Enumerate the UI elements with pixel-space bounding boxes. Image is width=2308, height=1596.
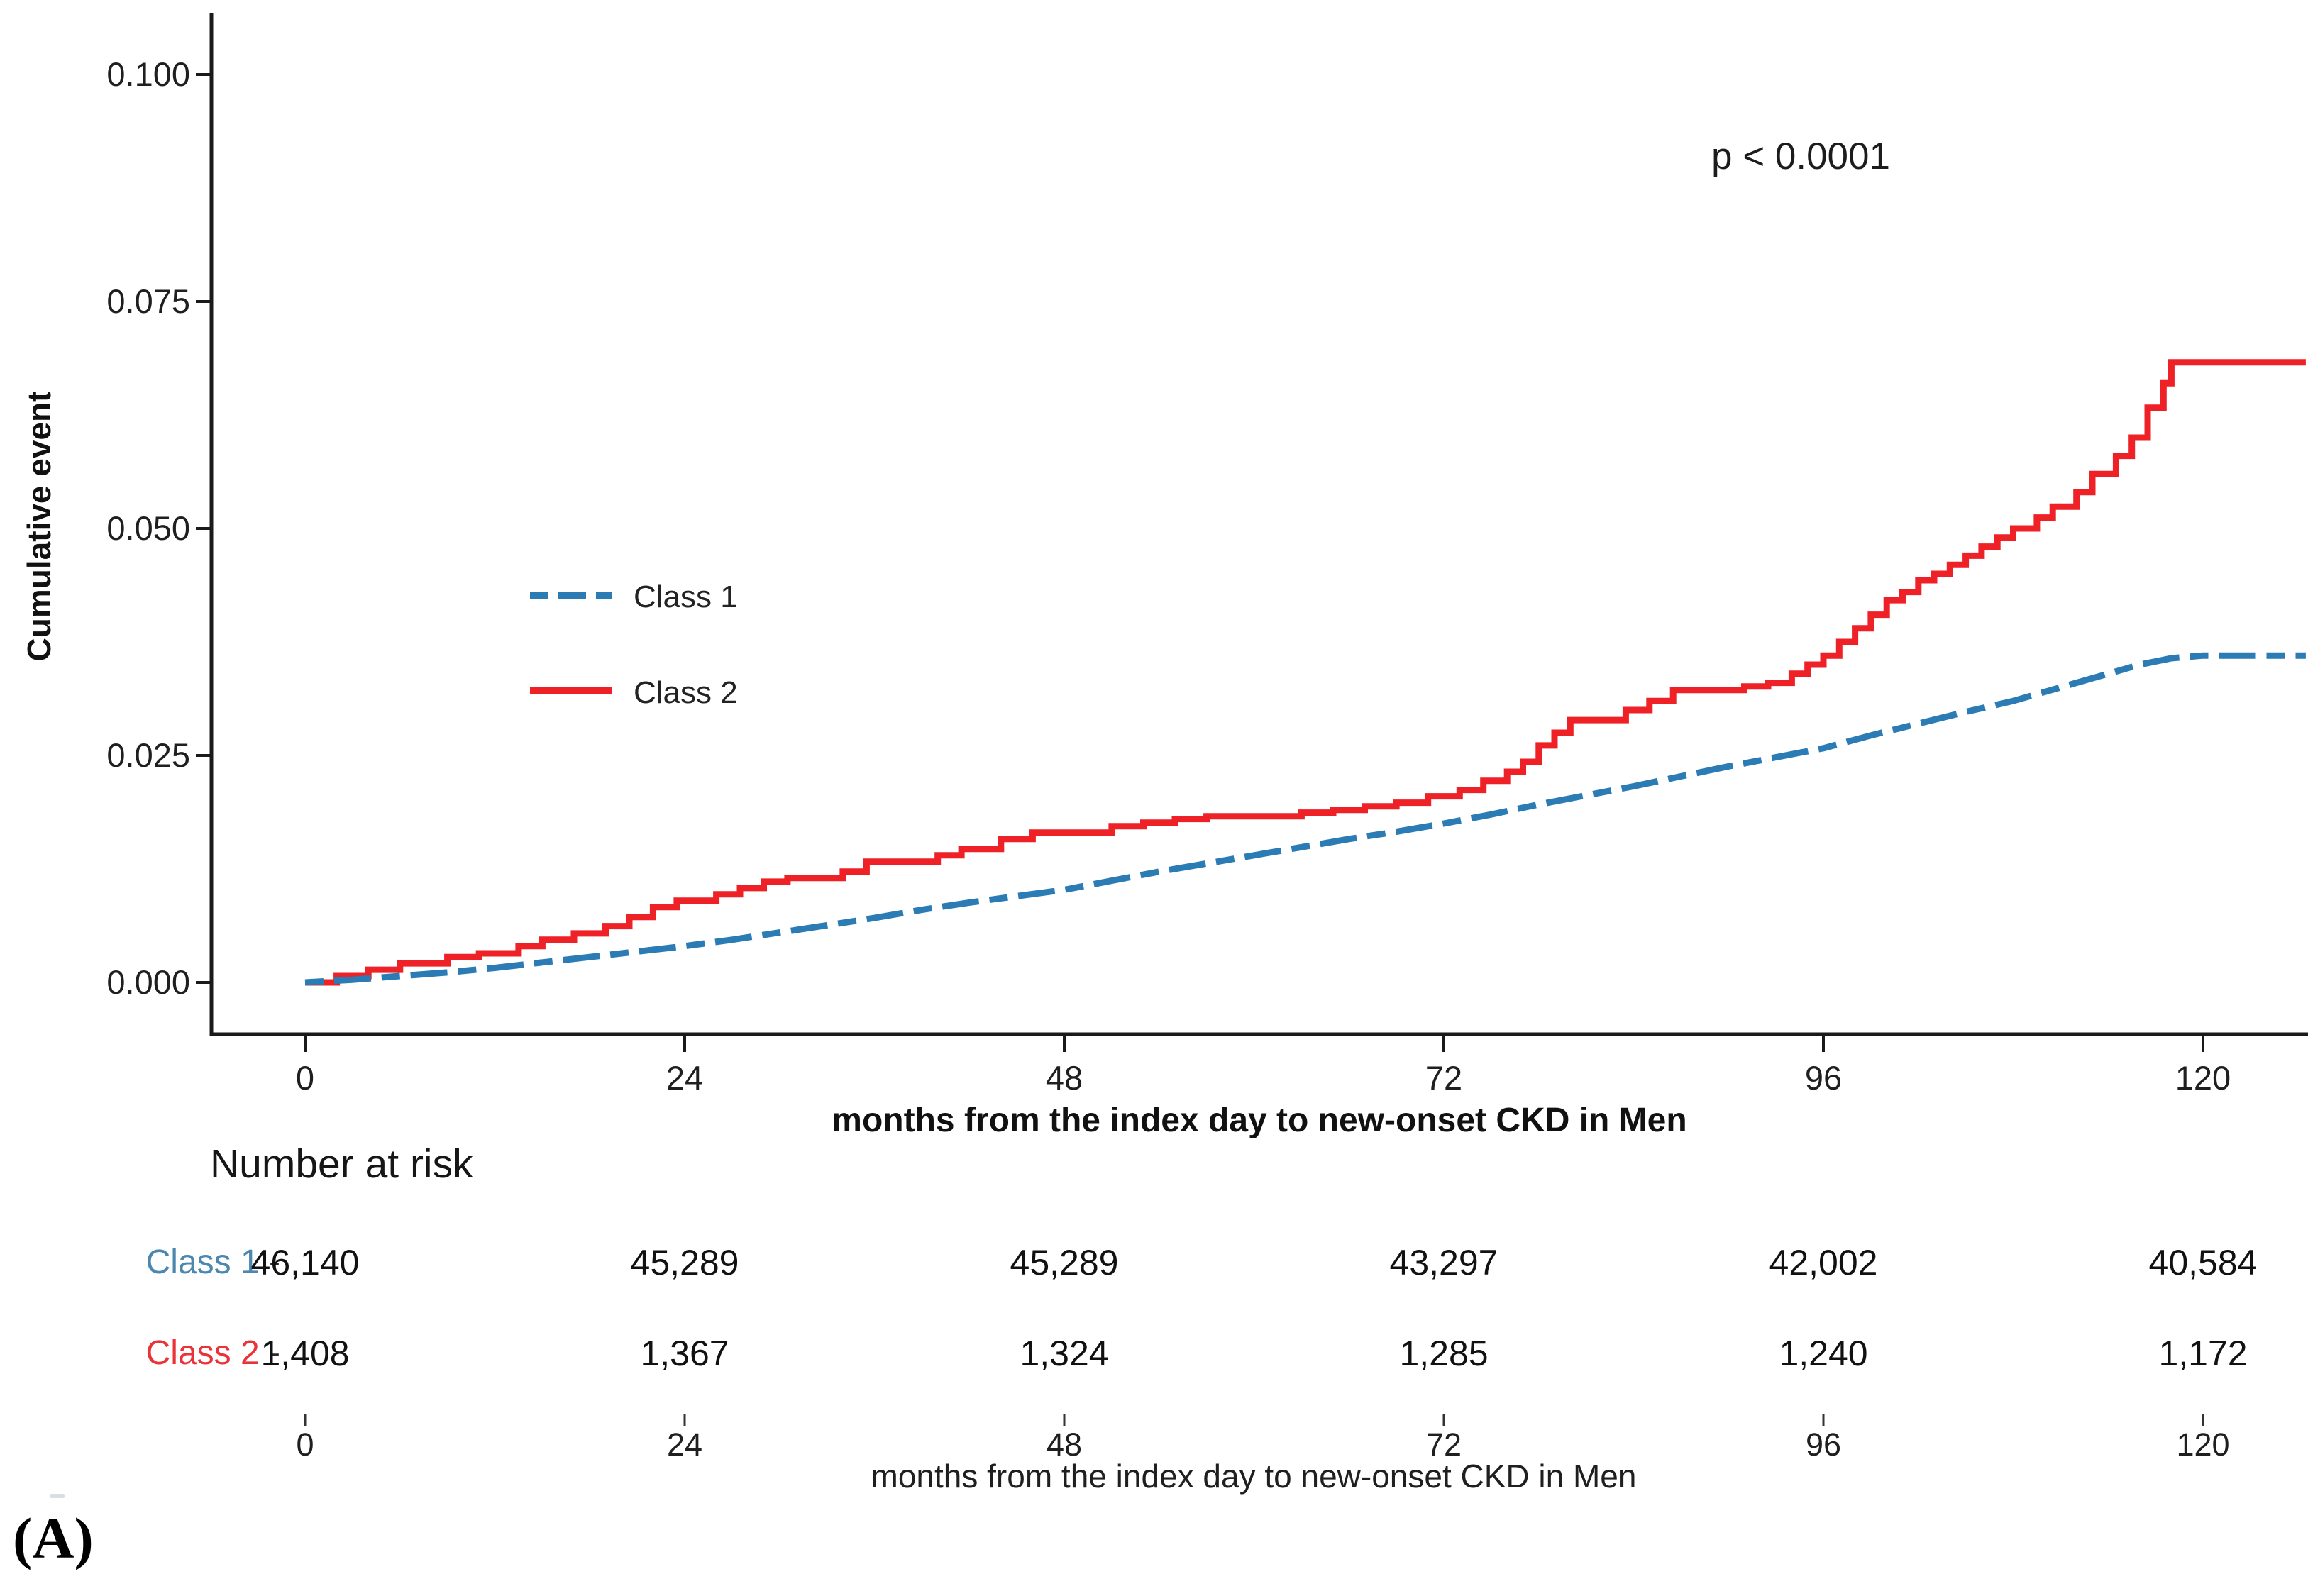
risk-x-tick-96: 96	[1805, 1426, 1842, 1463]
risk-cell-c2-m72: 1,285	[1399, 1334, 1489, 1373]
class-1-curve	[304, 652, 2306, 986]
risk-x-tick-48: 48	[1046, 1426, 1083, 1463]
x-tick-label-120: 120	[2175, 1059, 2231, 1097]
legend-label-class-1: Class 1	[634, 580, 738, 614]
risk-cell-c1-m0: 46,140	[250, 1243, 360, 1282]
risk-x-tick-0: 0	[296, 1426, 314, 1463]
risk-cell-c2-m0: 1,408	[260, 1334, 350, 1373]
x-axis-title: months from the index day to new-onset C…	[832, 1102, 1687, 1139]
risk-cell-c2-m24: 1,367	[640, 1334, 729, 1373]
y-tick-label-0100: 0.100	[106, 55, 190, 93]
risk-cell-c2-m120: 1,172	[2158, 1334, 2248, 1373]
risk-cell-c2-m96: 1,240	[1779, 1334, 1868, 1373]
risk-row-label-class-2: Class 2 -	[64, 1334, 280, 1373]
class-2-curve	[305, 359, 2306, 986]
risk-row-label-class-2-text: Class 2	[145, 1334, 260, 1372]
risk-x-tick-72: 72	[1425, 1426, 1462, 1463]
y-axis-title: Cumulative event	[21, 391, 57, 662]
class-2-legend-line	[530, 687, 612, 694]
class-1-legend-line	[530, 592, 612, 599]
risk-cell-c1-m48: 45,289	[1010, 1243, 1119, 1282]
risk-row-label-class-1: Class 1 -	[64, 1243, 280, 1282]
risk-x-tick-24: 24	[666, 1426, 703, 1463]
risk-cell-c1-m120: 40,584	[2148, 1243, 2258, 1282]
risk-table-axis-ticks	[304, 1414, 2204, 1426]
risk-table-x-axis-title: months from the index day to new-onset C…	[871, 1458, 1637, 1495]
legend-label-class-2: Class 2	[634, 675, 738, 710]
risk-row-dash: -	[269, 1334, 280, 1372]
x-tick-label-48: 48	[1045, 1059, 1083, 1097]
y-tick-label-0050: 0.050	[106, 509, 190, 547]
risk-cell-c1-m72: 43,297	[1389, 1243, 1498, 1282]
y-tick-label-0000: 0.000	[106, 963, 190, 1001]
risk-cell-c2-m48: 1,324	[1020, 1334, 1109, 1373]
risk-x-tick-120: 120	[2176, 1426, 2230, 1463]
y-tick-label-0025: 0.025	[106, 736, 190, 774]
figure-panel-label: (A)	[13, 1506, 94, 1570]
x-tick-label-0: 0	[295, 1059, 315, 1097]
risk-cell-c1-m96: 42,002	[1769, 1243, 1878, 1282]
stray-faint-mark	[50, 1494, 65, 1498]
risk-cell-c1-m24: 45,289	[630, 1243, 739, 1282]
x-tick-label-24: 24	[666, 1059, 704, 1097]
x-tick-label-96: 96	[1804, 1059, 1843, 1097]
x-tick-label-72: 72	[1425, 1059, 1463, 1097]
p-value-annotation: p < 0.0001	[1711, 135, 1890, 177]
risk-row-label-class-1-text: Class 1	[145, 1243, 260, 1281]
x-axis-ticks	[304, 1036, 2205, 1052]
risk-table-title: Number at risk	[210, 1141, 473, 1187]
risk-row-dash: -	[269, 1243, 280, 1281]
y-axis-ticks	[196, 73, 210, 984]
y-tick-label-0075: 0.075	[106, 282, 190, 320]
